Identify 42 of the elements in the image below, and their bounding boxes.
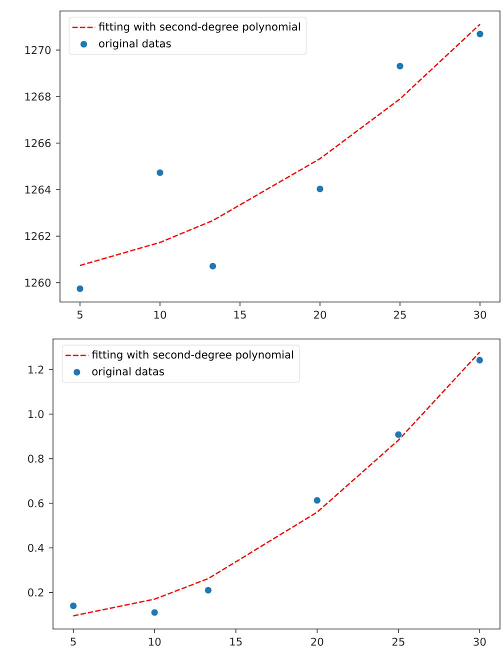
y-tick-label: 1260 xyxy=(25,278,51,287)
x-tick-label: 10 xyxy=(154,310,166,319)
point xyxy=(313,496,321,504)
x-tick-label: 15 xyxy=(230,638,242,646)
y-tick-label: 1266 xyxy=(25,139,51,148)
point xyxy=(476,356,484,364)
x-tick-label: 10 xyxy=(148,638,161,646)
x-tick-label: 5 xyxy=(77,310,82,319)
legend-label: original datas xyxy=(92,367,164,378)
y-tick-label: 0.4 xyxy=(28,544,44,552)
x-tick-label: 5 xyxy=(70,638,76,646)
y-tick-label: 1268 xyxy=(25,92,51,101)
point xyxy=(70,602,77,610)
point xyxy=(76,285,84,292)
point xyxy=(209,262,216,270)
y-tick-label: 0.2 xyxy=(28,588,44,596)
legend-label: fitting with second-degree polynomial xyxy=(98,22,300,33)
x-tick-label: 25 xyxy=(392,638,404,646)
x-tick-label: 20 xyxy=(311,638,324,646)
point xyxy=(394,430,402,438)
point xyxy=(150,608,158,616)
y-tick-label: 1262 xyxy=(25,232,50,240)
legend-label: fitting with second-degree polynomial xyxy=(92,350,294,361)
point xyxy=(204,586,212,594)
legend-label: original datas xyxy=(99,39,171,50)
point xyxy=(396,62,404,70)
y-tick-label: 0.6 xyxy=(28,499,44,508)
x-tick-label: 25 xyxy=(394,310,406,319)
line-series xyxy=(79,24,481,266)
point xyxy=(476,30,484,38)
y-tick-label: 0.8 xyxy=(28,454,44,463)
y-tick-label: 1264 xyxy=(25,186,51,194)
x-tick-label: 20 xyxy=(314,310,326,319)
point xyxy=(156,168,164,176)
y-tick-label: 1.2 xyxy=(28,366,44,374)
x-tick-label: 30 xyxy=(474,310,486,319)
x-tick-label: 30 xyxy=(474,638,486,646)
x-tick-label: 15 xyxy=(234,310,246,319)
y-tick-label: 1270 xyxy=(25,46,51,54)
y-tick-label: 1.0 xyxy=(28,410,44,418)
point xyxy=(316,185,324,193)
line-series xyxy=(72,351,480,617)
